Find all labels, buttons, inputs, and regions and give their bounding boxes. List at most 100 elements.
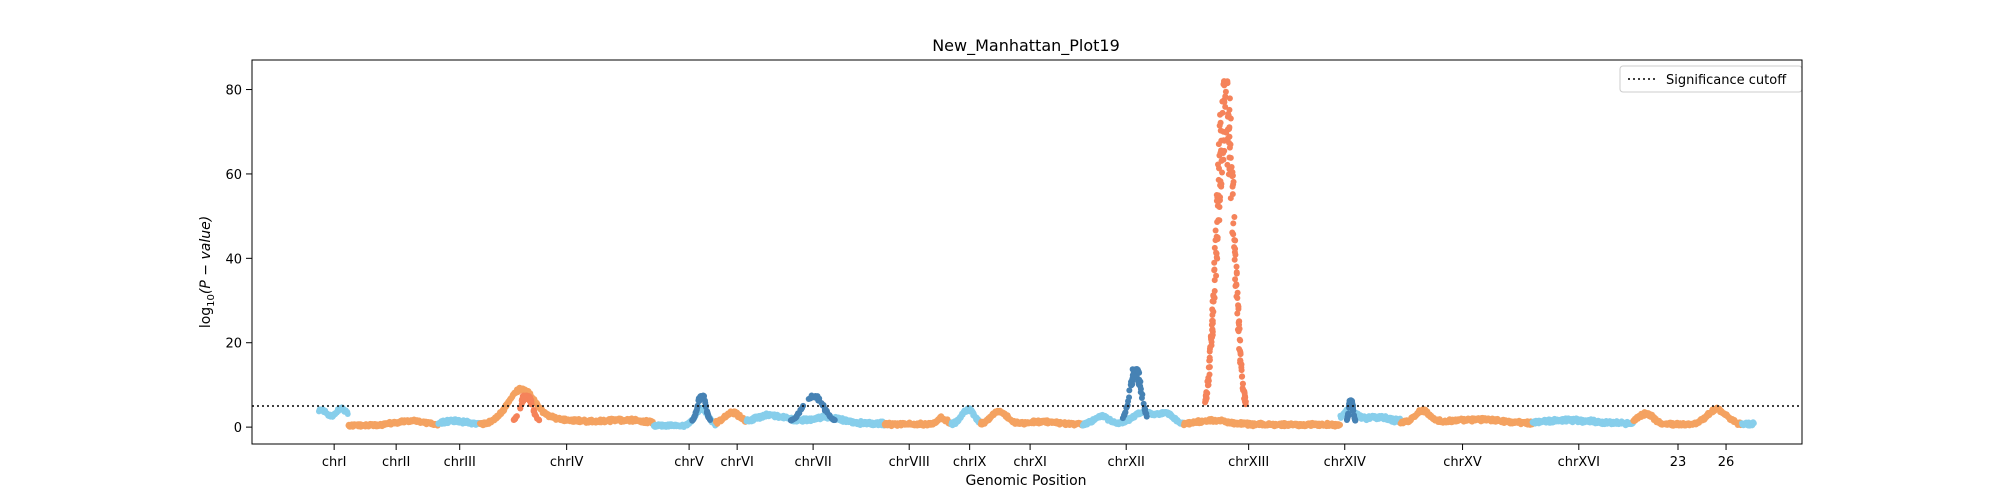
qtl-point [1226, 154, 1233, 161]
qtl-peak-chrVII [787, 392, 838, 424]
qtl-point [1208, 336, 1215, 343]
qtl-point [1210, 293, 1217, 300]
y-axis-label-base: 10 [206, 294, 217, 307]
qtl-point [1216, 152, 1223, 159]
qtl-point [1217, 111, 1224, 118]
qtl-point [1221, 137, 1228, 144]
qtl-point [1126, 387, 1133, 394]
qtl-point [1142, 406, 1149, 413]
qtl-point [1226, 106, 1233, 113]
plot-frame [251, 59, 1803, 445]
qtl-point [1222, 88, 1229, 95]
y-tick-label: 80 [225, 84, 242, 99]
snp-point [1337, 421, 1344, 428]
chrom-points-chrVI [712, 408, 750, 427]
y-axis-label: log10(P − value) [198, 216, 217, 328]
x-tick-label-chrV: chrV [674, 455, 704, 470]
qtl-point [1205, 377, 1212, 384]
x-tick-label-chrI: chrI [322, 455, 347, 470]
qtl-point [1213, 197, 1220, 204]
qtl-point [1235, 318, 1242, 325]
y-tick-label: 40 [225, 252, 242, 267]
qtl-point [1135, 368, 1142, 375]
qtl-point [1209, 306, 1216, 313]
y-tick-label: 0 [234, 421, 242, 436]
qtl-point [1233, 281, 1240, 288]
qtl-point [1213, 249, 1220, 256]
qtl-point [1215, 141, 1222, 148]
chrom-points-chrIX [948, 405, 984, 429]
qtl-point [1122, 409, 1129, 416]
x-axis: chrI chrII chrIII chrIV chrV chrVI chrVII chrVI… [322, 444, 1734, 470]
qtl-point [1218, 157, 1225, 164]
qtl-point [1232, 276, 1239, 283]
chrom-points-chrI [315, 404, 351, 420]
qtl-point [1213, 254, 1220, 261]
y-axis: 0 20 40 60 80 [225, 84, 252, 436]
x-tick-label-chrIX: chrIX [953, 455, 987, 470]
qtl-point [520, 395, 527, 402]
x-tick-label-chrXV: chrXV [1443, 455, 1482, 470]
qtl-point [1217, 182, 1224, 189]
qtl-point [1130, 366, 1137, 373]
qtl-point [1229, 172, 1236, 179]
qtl-point [1231, 214, 1238, 221]
qtl-point [807, 394, 814, 401]
qtl-point [1229, 191, 1236, 198]
legend-label: Significance cutoff [1666, 73, 1787, 88]
x-tick-label-chrVIII: chrVIII [889, 455, 930, 470]
data-points [315, 78, 1757, 430]
qtl-point [1219, 169, 1226, 176]
qtl-point [1214, 236, 1221, 243]
qtl-point [1231, 256, 1238, 263]
qtl-point [689, 417, 696, 424]
qtl-point [1212, 227, 1219, 234]
qtl-point [1229, 183, 1236, 190]
qtl-point [1138, 395, 1145, 402]
x-tick-label-chrXI: chrXI [1013, 455, 1046, 470]
qtl-point [1209, 328, 1216, 335]
qtl-peak-chrXIII [1202, 78, 1249, 408]
qtl-point [1126, 394, 1133, 401]
chrom-points-chrVIII [881, 413, 954, 430]
qtl-point [1215, 192, 1222, 199]
qtl-point [815, 396, 822, 403]
snp-point [1750, 420, 1757, 427]
qtl-point [1344, 416, 1351, 423]
qtl-point [1226, 139, 1233, 146]
qtl-point [821, 405, 828, 412]
qtl-point [1213, 272, 1220, 279]
qtl-point [1234, 289, 1241, 296]
qtl-point [788, 416, 795, 423]
qtl-point [1211, 244, 1218, 251]
y-axis-label-quantity: (P − value) [198, 216, 214, 294]
qtl-point [826, 412, 833, 419]
qtl-point [535, 416, 542, 423]
qtl-point [1230, 231, 1237, 238]
qtl-point [1214, 218, 1221, 225]
x-tick-label-chrXIV: chrXIV [1324, 455, 1366, 470]
qtl-point [1219, 98, 1226, 105]
qtl-point [1218, 147, 1225, 154]
qtl-point [1225, 112, 1232, 119]
chrom-points-chrIV [476, 384, 657, 429]
qtl-point [1347, 399, 1354, 406]
qtl-point [1226, 124, 1233, 131]
qtl-point [1206, 346, 1213, 353]
legend: Significance cutoff [1619, 65, 1803, 93]
qtl-point [1345, 410, 1352, 417]
qtl-point [1232, 245, 1239, 252]
qtl-point [1240, 387, 1247, 394]
x-axis-label: Genomic Position [965, 473, 1086, 489]
qtl-point [1136, 377, 1143, 384]
qtl-point [1209, 298, 1216, 305]
qtl-point [1124, 402, 1131, 409]
qtl-point [1224, 161, 1231, 168]
qtl-point [1235, 328, 1242, 335]
qtl-point [1226, 144, 1233, 151]
qtl-point [1237, 347, 1244, 354]
qtl-point [1202, 396, 1209, 403]
qtl-point [1223, 129, 1230, 136]
x-tick-label-chrIV: chrIV [550, 455, 584, 470]
x-tick-label-chrII: chrII [382, 455, 410, 470]
